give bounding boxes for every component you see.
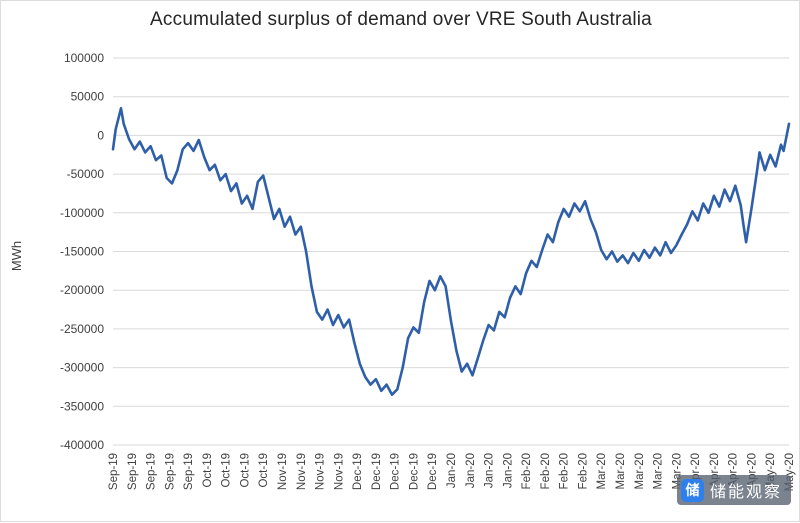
x-tick-label: Nov-19 — [333, 453, 345, 490]
y-tick-label: 100000 — [64, 51, 104, 65]
x-tick-label: Oct-19 — [221, 453, 233, 488]
watermark-logo-icon: 储 — [680, 478, 704, 502]
x-tick-label: Dec-19 — [371, 453, 383, 490]
x-tick-label: Dec-19 — [427, 453, 439, 490]
x-tick-label: Oct-19 — [202, 453, 214, 488]
series-line — [111, 107, 791, 397]
x-tick-label: Mar-20 — [634, 453, 646, 489]
y-tick-label: -250000 — [60, 322, 104, 336]
x-tick-label: Sep-19 — [146, 453, 158, 490]
x-tick-label: Dec-19 — [352, 453, 364, 490]
x-tick-label: Mar-20 — [615, 453, 627, 489]
x-tick-label: Mar-20 — [653, 453, 665, 489]
y-tick-label: -150000 — [60, 245, 104, 259]
x-tick-label: Nov-19 — [315, 453, 327, 490]
x-tick-label: Dec-19 — [408, 453, 420, 490]
x-tick-label: Feb-20 — [577, 453, 589, 489]
watermark-text: 储能观察 — [709, 484, 782, 501]
watermark: 储 储能观察 — [676, 475, 791, 505]
x-tick-label: Dec-19 — [390, 453, 402, 490]
x-tick-label: Jan-20 — [484, 453, 496, 488]
x-tick-label: Oct-19 — [258, 453, 270, 488]
x-tick-label: Mar-20 — [596, 453, 608, 489]
y-tick-label: 50000 — [71, 90, 105, 104]
chart-title: Accumulated surplus of demand over VRE S… — [150, 9, 652, 30]
x-tick-label: Jan-20 — [465, 453, 477, 488]
x-tick-label: Oct-19 — [239, 453, 251, 488]
y-tick-label: -350000 — [60, 399, 104, 413]
x-tick-label: Jan-20 — [446, 453, 458, 488]
x-tick-label: Sep-19 — [127, 453, 139, 490]
x-tick-label: Feb-20 — [540, 453, 552, 489]
x-tick-label: Jan-20 — [502, 453, 514, 488]
y-tick-label: 0 — [97, 128, 104, 142]
y-tick-label: -100000 — [60, 206, 104, 220]
y-tick-label: -400000 — [60, 438, 104, 452]
y-axis-label: MWh — [9, 241, 24, 271]
y-tick-label: -50000 — [67, 167, 105, 181]
x-tick-label: Feb-20 — [559, 453, 571, 489]
x-tick-label: Nov-19 — [296, 453, 308, 490]
x-tick-label: Sep-19 — [108, 453, 120, 490]
x-tick-label: Sep-19 — [164, 453, 176, 490]
x-tick-label: Sep-19 — [183, 453, 195, 490]
y-tick-label: -300000 — [60, 361, 104, 375]
y-tick-label: -200000 — [60, 283, 104, 297]
x-tick-label: Feb-20 — [521, 453, 533, 489]
x-tick-label: Nov-19 — [277, 453, 289, 490]
